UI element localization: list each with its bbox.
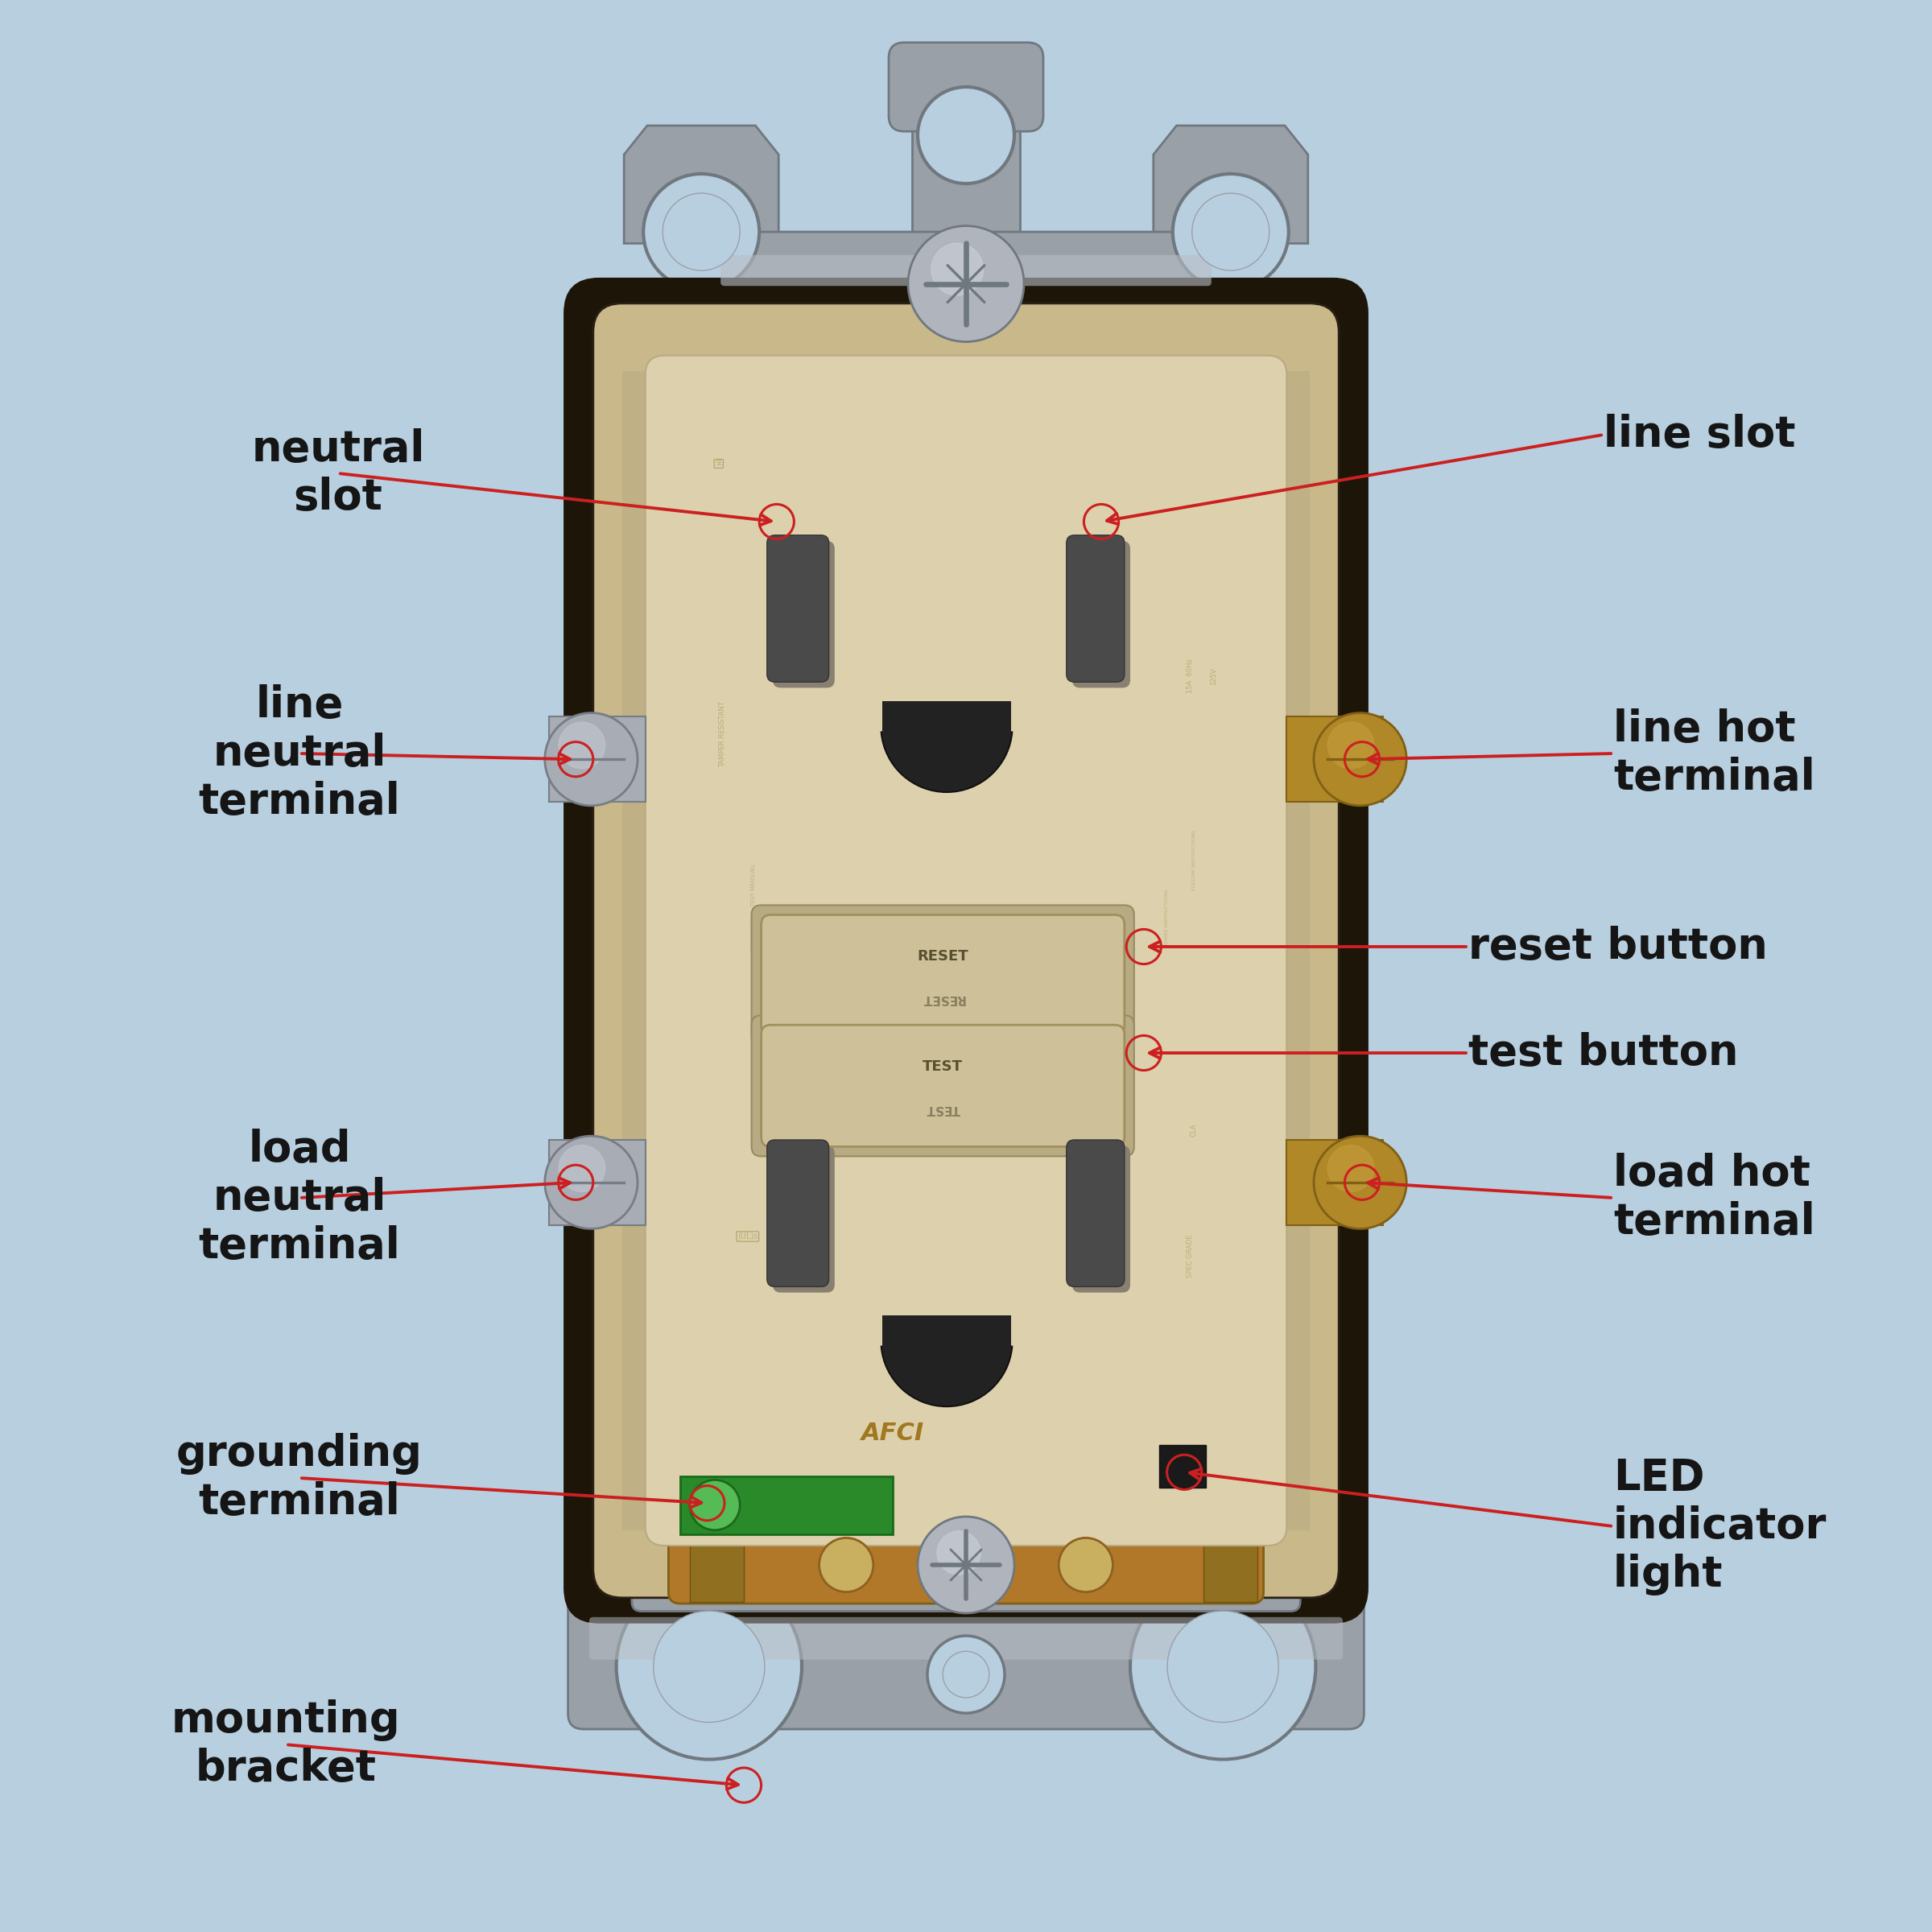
Circle shape [918,87,1014,184]
FancyBboxPatch shape [761,916,1124,1036]
Text: reset button: reset button [1468,925,1768,968]
Circle shape [819,1538,873,1592]
Text: TEST: TEST [925,1103,960,1115]
Text: neutral
slot: neutral slot [251,429,425,518]
Circle shape [643,174,759,290]
Circle shape [1327,723,1374,769]
Circle shape [616,1575,802,1760]
Circle shape [1314,1136,1406,1229]
Circle shape [545,713,638,806]
Circle shape [558,723,605,769]
Circle shape [1173,174,1289,290]
Bar [883,701,1010,736]
Text: FOLLOW INSTRUCTIONS: FOLLOW INSTRUCTIONS [1192,829,1196,891]
Circle shape [937,1530,981,1575]
Text: load
neutral
terminal: load neutral terminal [199,1128,400,1267]
Bar [680,1476,893,1534]
FancyBboxPatch shape [889,43,1043,131]
Circle shape [943,1652,989,1698]
FancyBboxPatch shape [767,1140,829,1287]
Wedge shape [881,1341,1012,1406]
Bar [549,1140,645,1225]
Text: test button: test button [1468,1032,1739,1074]
Text: (UL)s: (UL)s [738,1233,757,1240]
FancyBboxPatch shape [1066,1140,1124,1287]
Text: CLA: CLA [1190,1124,1198,1136]
Polygon shape [1142,1517,1304,1602]
Circle shape [1130,1575,1316,1760]
Polygon shape [628,1517,790,1602]
Text: TAMPER RESISTANT: TAMPER RESISTANT [719,701,726,767]
FancyBboxPatch shape [589,1617,1343,1660]
Text: load hot
terminal: load hot terminal [1613,1153,1814,1242]
Text: TEST: TEST [923,1059,962,1074]
Circle shape [1314,713,1406,806]
FancyBboxPatch shape [752,904,1134,1047]
FancyBboxPatch shape [761,1024,1124,1148]
FancyBboxPatch shape [752,1016,1134,1155]
Bar [549,717,645,802]
Text: SE: SE [715,460,723,468]
Bar [1159,1445,1206,1488]
Text: RESET: RESET [922,993,964,1005]
Text: TEST MONTHLY  TEST MENSUEL: TEST MONTHLY TEST MENSUEL [752,864,755,952]
Bar [1287,1140,1383,1225]
Text: SPEC GRADE: SPEC GRADE [1186,1235,1194,1277]
FancyBboxPatch shape [721,255,1211,286]
Circle shape [908,226,1024,342]
FancyBboxPatch shape [703,232,1229,328]
Text: line slot: line slot [1604,413,1795,456]
Circle shape [935,104,997,166]
Bar [912,77,1020,243]
Circle shape [927,1636,1005,1714]
FancyBboxPatch shape [645,355,1287,1546]
Circle shape [1327,1146,1374,1192]
Bar [916,307,1016,342]
FancyBboxPatch shape [564,278,1368,1623]
FancyBboxPatch shape [632,1553,1300,1611]
Bar [883,1316,1010,1350]
Text: 125V: 125V [1209,668,1217,684]
Circle shape [558,1146,605,1192]
Circle shape [931,243,983,296]
Text: grounding
terminal: grounding terminal [176,1434,423,1522]
Polygon shape [1153,126,1308,243]
Polygon shape [624,126,779,243]
FancyBboxPatch shape [1066,535,1124,682]
Wedge shape [881,726,1012,792]
Text: SUIVEZ INSTRUCTIONS: SUIVEZ INSTRUCTIONS [1165,889,1169,947]
Bar [690,1528,744,1602]
FancyBboxPatch shape [668,1526,1264,1604]
Circle shape [1059,1538,1113,1592]
FancyBboxPatch shape [1072,541,1130,688]
Text: AFCI: AFCI [862,1422,923,1445]
Circle shape [653,1611,765,1721]
Bar [1287,717,1383,802]
Bar [1204,1528,1258,1602]
FancyBboxPatch shape [593,303,1339,1598]
Text: RESET: RESET [918,949,968,964]
Bar [622,371,676,1530]
Circle shape [545,1136,638,1229]
Circle shape [1192,193,1269,270]
Circle shape [663,193,740,270]
Circle shape [1167,1611,1279,1721]
Text: LED
indicator
light: LED indicator light [1613,1457,1828,1596]
Circle shape [690,1480,740,1530]
Text: 15A  60Hz: 15A 60Hz [1186,659,1194,694]
FancyBboxPatch shape [1072,1146,1130,1293]
Text: line
neutral
terminal: line neutral terminal [199,684,400,823]
Text: mounting
bracket: mounting bracket [172,1700,400,1789]
FancyBboxPatch shape [767,535,829,682]
FancyBboxPatch shape [773,541,835,688]
Circle shape [918,1517,1014,1613]
FancyBboxPatch shape [773,1146,835,1293]
FancyBboxPatch shape [568,1586,1364,1729]
Text: line hot
terminal: line hot terminal [1613,709,1814,798]
Bar [1256,371,1310,1530]
